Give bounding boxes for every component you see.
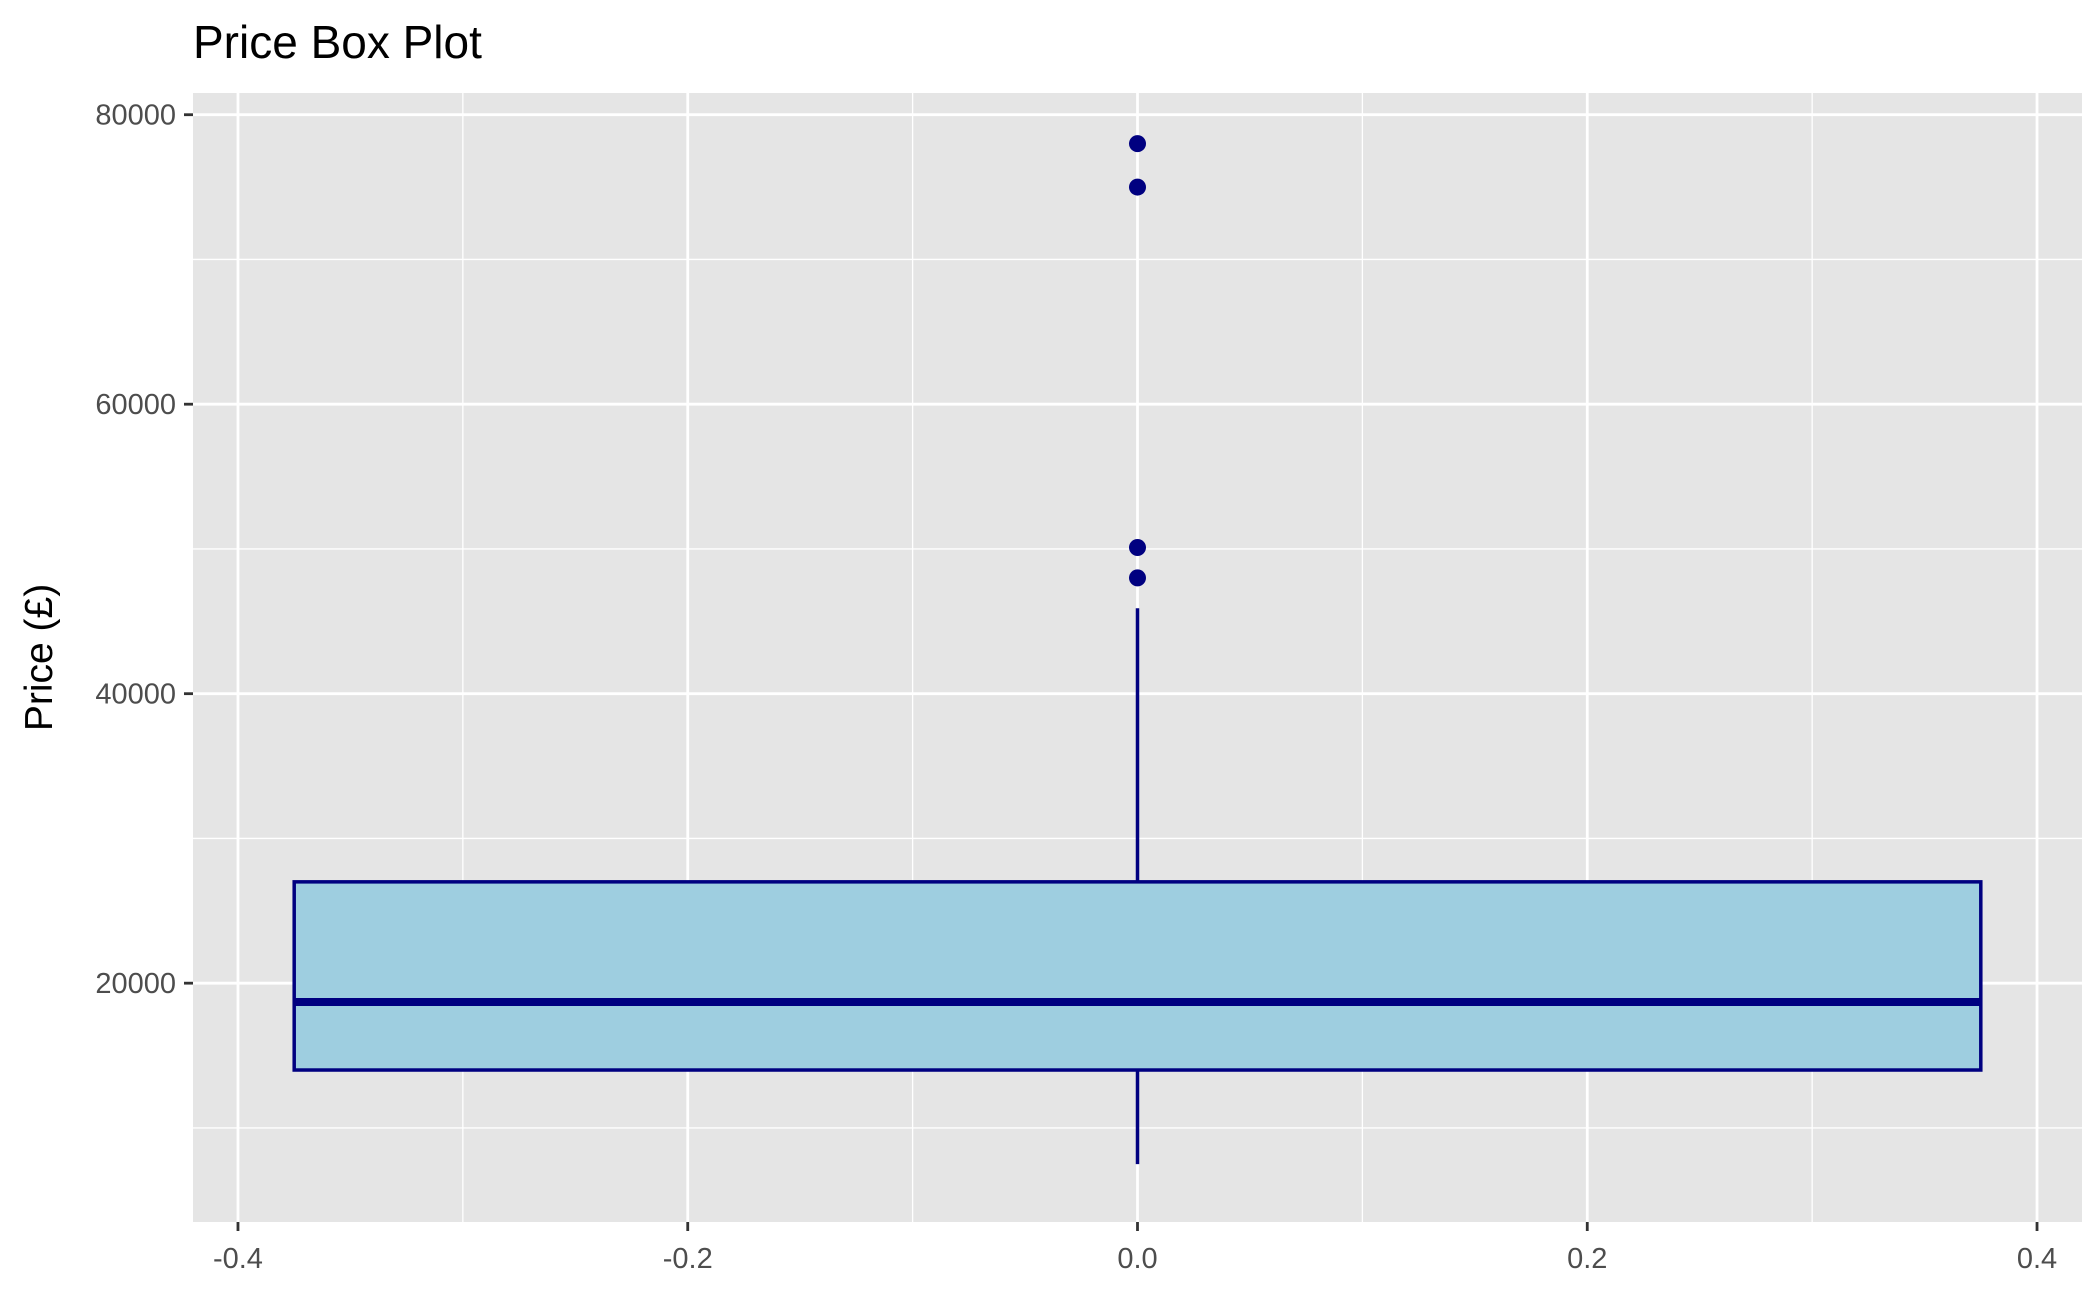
x-tick-label: -0.2 — [663, 1243, 713, 1275]
y-tick-label: 60000 — [95, 389, 176, 421]
outlier-point — [1129, 178, 1146, 196]
x-tick-label: -0.4 — [213, 1243, 263, 1275]
interquartile-box — [292, 880, 1983, 1072]
outlier-point — [1129, 135, 1146, 153]
outlier-point — [1129, 569, 1146, 587]
y-tick-label: 20000 — [95, 968, 176, 1000]
chart-title: Price Box Plot — [193, 16, 482, 68]
x-tick-label: 0.0 — [1117, 1243, 1157, 1275]
x-tick-label: 0.2 — [1567, 1243, 1607, 1275]
y-axis-title: Price (£) — [18, 584, 61, 731]
y-tick-label: 40000 — [95, 679, 176, 711]
box-plot — [292, 135, 1983, 1165]
y-tick-label: 80000 — [95, 100, 176, 132]
axes: 20000 40000 60000 80000 -0.4 -0.2 0.0 0.2 0.4 — [95, 100, 2057, 1275]
outlier-point — [1129, 538, 1146, 556]
x-tick-label: 0.4 — [2017, 1243, 2057, 1275]
